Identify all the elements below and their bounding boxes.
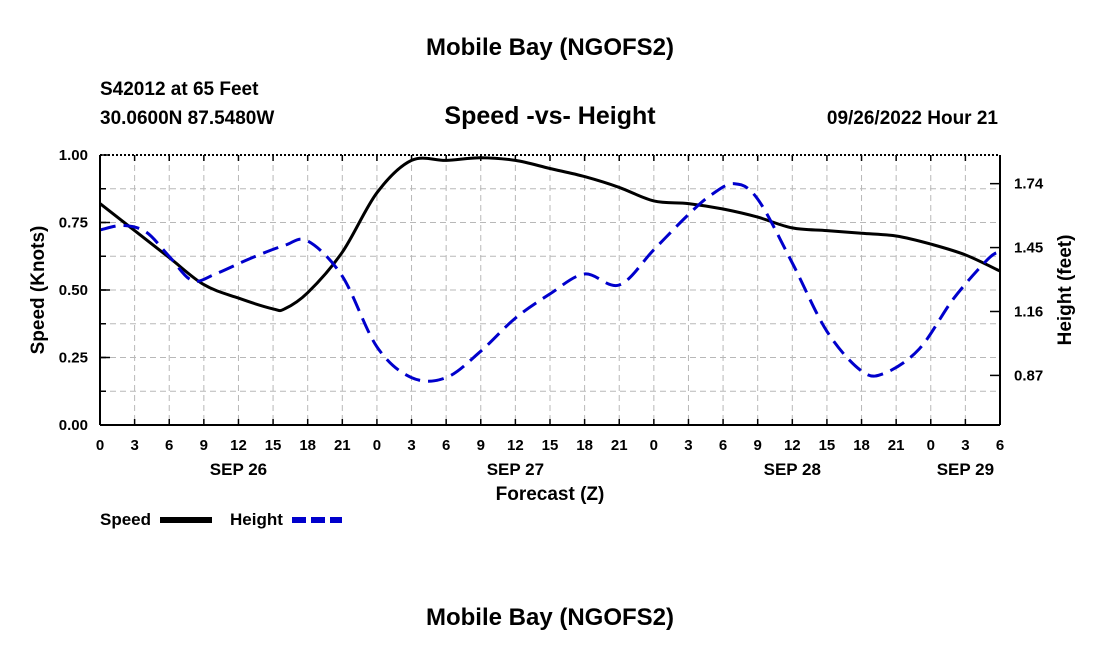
page-title-bottom: Mobile Bay (NGOFS2) bbox=[426, 604, 674, 631]
x-tick-label: 9 bbox=[477, 437, 485, 454]
y-axis-label: Speed (Knots) bbox=[28, 226, 49, 355]
x-tick-label: 18 bbox=[853, 437, 870, 454]
x-tick-label: 15 bbox=[265, 437, 282, 454]
x-tick-label: 9 bbox=[200, 437, 208, 454]
x-tick-label: 3 bbox=[961, 437, 969, 454]
x-tick-label: 18 bbox=[576, 437, 593, 454]
x-tick-label: 6 bbox=[996, 437, 1004, 454]
page-title-top: Mobile Bay (NGOFS2) bbox=[426, 34, 674, 61]
x-tick-label: 3 bbox=[684, 437, 692, 454]
date-label: SEP 29 bbox=[937, 460, 994, 479]
x-tick-label: 9 bbox=[754, 437, 762, 454]
x-tick-label: 3 bbox=[407, 437, 415, 454]
x-tick-label: 18 bbox=[299, 437, 316, 454]
series-line-height bbox=[99, 182, 1001, 383]
y2-tick-label: 1.45 bbox=[1014, 240, 1043, 257]
x-tick-label: 21 bbox=[888, 437, 905, 454]
x-tick-label: 12 bbox=[230, 437, 247, 454]
legend: Speed Height bbox=[100, 510, 342, 529]
date-label: SEP 26 bbox=[210, 460, 267, 479]
y-tick-label: 0.50 bbox=[59, 282, 88, 299]
timestamp-label: 09/26/2022 Hour 21 bbox=[827, 108, 999, 129]
x-tick-label: 21 bbox=[611, 437, 628, 454]
x-tick-label: 6 bbox=[719, 437, 727, 454]
y-tick-label: 0.25 bbox=[59, 350, 88, 367]
grid bbox=[100, 155, 1000, 425]
x-tick-label: 15 bbox=[542, 437, 559, 454]
axes: 0 3 6 9 12 15 18 21 0 3 6 9 12 15 18 21 0 3 6 9 12 15 18 21 0 3 6S… bbox=[59, 147, 1044, 479]
x-tick-label: 0 bbox=[96, 437, 104, 454]
y-tick-label: 0.75 bbox=[59, 215, 88, 232]
station-label: S42012 at 65 Feet bbox=[100, 79, 259, 100]
x-tick-label: 12 bbox=[784, 437, 801, 454]
x-tick-label: 3 bbox=[130, 437, 138, 454]
y2-tick-label: 1.74 bbox=[1014, 176, 1044, 193]
series-layer bbox=[99, 156, 1001, 383]
y2-tick-label: 1.16 bbox=[1014, 303, 1043, 320]
x-tick-label: 0 bbox=[373, 437, 381, 454]
x-tick-label: 6 bbox=[165, 437, 173, 454]
coords-label: 30.0600N 87.5480W bbox=[100, 108, 274, 129]
y-tick-label: 1.00 bbox=[59, 147, 88, 164]
date-label: SEP 28 bbox=[764, 460, 821, 479]
legend-speed-label: Speed bbox=[100, 510, 151, 529]
x-tick-label: 0 bbox=[927, 437, 935, 454]
x-tick-label: 6 bbox=[442, 437, 450, 454]
legend-height-label: Height bbox=[230, 510, 283, 529]
x-tick-label: 21 bbox=[334, 437, 351, 454]
date-label: SEP 27 bbox=[487, 460, 544, 479]
y2-axis-label: Height (feet) bbox=[1055, 235, 1076, 346]
series-line-speed bbox=[99, 156, 1001, 313]
chart-subtitle: Speed -vs- Height bbox=[444, 102, 656, 130]
x-tick-label: 0 bbox=[650, 437, 658, 454]
x-axis-label: Forecast (Z) bbox=[496, 484, 605, 505]
y-tick-label: 0.00 bbox=[59, 417, 88, 434]
y2-tick-label: 0.87 bbox=[1014, 367, 1043, 384]
x-tick-label: 12 bbox=[507, 437, 524, 454]
x-tick-label: 15 bbox=[819, 437, 836, 454]
